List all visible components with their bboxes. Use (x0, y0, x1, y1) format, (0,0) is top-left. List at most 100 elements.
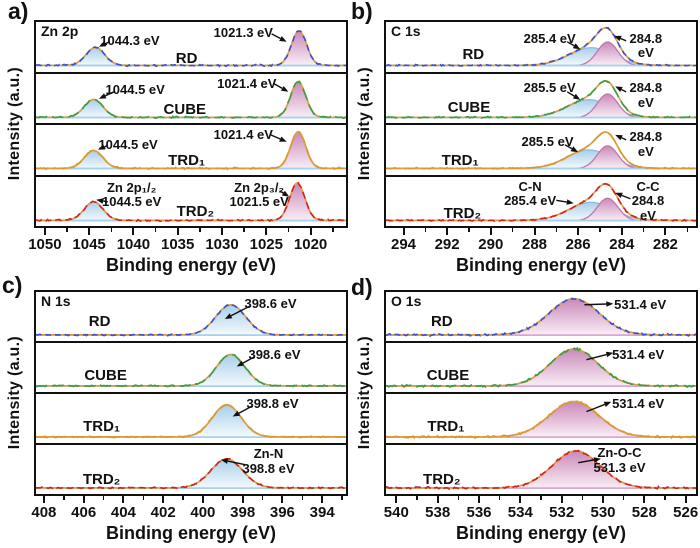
peak-annotation: 285.4 eV (523, 30, 576, 46)
x-tick-minor (142, 496, 145, 500)
annotation-arrow (566, 90, 581, 100)
peak-annotation: C-C 284.8 eV (631, 178, 665, 223)
x-tick-major (446, 228, 449, 235)
sample-label: CUBE (163, 101, 207, 119)
spectrum-row-cube: CUBE 398.6 eV (36, 343, 346, 392)
spectrum-plot (36, 403, 346, 439)
x-tick-major (664, 228, 667, 235)
sample-label: TRD₁ (168, 151, 206, 169)
annotation-arrow (614, 35, 627, 42)
x-tick-label: 404 (110, 504, 136, 521)
spectrum-plot (386, 182, 696, 222)
peak-annotation: 398.6 eV (244, 295, 297, 311)
measured-trace-line (386, 346, 696, 389)
spectrum-plot (36, 457, 346, 490)
x-tick-minor (511, 228, 514, 232)
peak-annotation: 284.8 eV (629, 80, 663, 110)
plot-frame: Zn 2p RD 1044.3 eV 1021.3 eV CUBE 1044.5 eV 10… (34, 20, 348, 228)
y-axis-label-text: Intensity (a.u.) (356, 67, 373, 181)
x-tick-minor (243, 228, 245, 232)
x-tick-label: 526 (673, 504, 699, 521)
annotation-arrow (270, 134, 287, 142)
x-tick-minor (642, 228, 645, 232)
x-tick-major (82, 496, 85, 503)
x-tick-minor (199, 228, 201, 232)
fit-envelope-line (386, 131, 696, 170)
sample-label: TRD₂ (82, 470, 121, 488)
measured-trace-line (36, 457, 346, 490)
x-tick-label: 396 (269, 504, 295, 521)
x-tick-label: 1020 (293, 236, 328, 253)
row-separator (36, 71, 346, 74)
x-tick-label: 294 (390, 236, 417, 253)
annotation-arrow (220, 458, 245, 466)
x-tick-major (321, 496, 324, 503)
spectrum-row-rd: O 1s RD 531.4 eV (386, 292, 696, 341)
x-tick-major (436, 496, 439, 503)
measured-trace-line (36, 130, 346, 171)
spectrum-plot (36, 303, 346, 337)
sample-label: TRD₂ (443, 205, 482, 223)
spectrum-row-rd: C 1s RD 285.4 eV 284.8 eV (386, 22, 696, 72)
annotation-arrow (98, 144, 108, 150)
x-tick-major (533, 228, 536, 235)
x-tick-label: 1035 (161, 236, 195, 253)
sample-label: RD (430, 312, 453, 330)
x-tick-major (620, 228, 623, 235)
measured-trace-line (386, 182, 696, 222)
x-tick-minor (154, 228, 157, 232)
measured-trace-line (386, 449, 696, 491)
spectrum-row-trd2: TRD₂ Zn-N 398.8 eV (36, 445, 346, 494)
x-tick-minor (341, 496, 343, 500)
x-tick-major (643, 496, 646, 503)
spectrum-row-cube: CUBE 1044.5 eV 1021.4 eV (36, 74, 346, 124)
annotation-arrow (564, 144, 579, 153)
annotation-arrow (566, 41, 581, 50)
x-tick-minor (424, 228, 426, 232)
spectrum-plot (386, 346, 696, 389)
x-tick-major (489, 228, 492, 235)
x-tick-minor (555, 228, 557, 232)
peak-annotation: 1021.4 eV (213, 127, 273, 142)
row-separator (36, 341, 346, 343)
measured-trace-line (36, 353, 346, 388)
x-tick-major (43, 228, 46, 235)
peak-annotation: 531.4 eV (612, 395, 665, 411)
row-separator (386, 443, 696, 445)
sample-label: RD (175, 49, 198, 67)
peak-annotation: 1044.5 eV (105, 82, 165, 98)
peak-annotation: 398.6 eV (248, 346, 301, 362)
peak-annotation: 531.4 eV (612, 346, 665, 362)
x-tick-minor (686, 228, 688, 232)
x-tick-major (132, 228, 135, 235)
region-label: C 1s (391, 23, 421, 39)
sample-label: TRD₂ (423, 470, 461, 488)
x-tick-minor (110, 228, 112, 232)
x-tick-major (42, 496, 45, 503)
x-tick-major (176, 228, 179, 235)
panel-b: b) Intensity (a.u.) C 1s RD 285.4 eV 284.8 eV… (350, 0, 700, 275)
sample-label: TRD₂ (176, 203, 215, 221)
component-fill-blue (36, 304, 346, 336)
x-axis-label: Binding energy (eV) (455, 523, 627, 543)
x-tick-major (265, 228, 268, 235)
x-axis-label: Binding energy (eV) (455, 255, 627, 275)
x-tick-label: 290 (478, 236, 504, 253)
spectrum-row-trd1: TRD₁ 531.4 eV (386, 394, 696, 443)
x-tick-label: 406 (71, 504, 97, 521)
x-tick-minor (622, 496, 625, 500)
x-tick-minor (332, 228, 334, 232)
spectrum-plot (36, 29, 346, 68)
spectrum-plot (36, 353, 346, 388)
peak-annotation: 1044.5 eV (98, 136, 158, 152)
peak-annotation: 1021.4 eV (217, 75, 277, 91)
x-tick-minor (222, 496, 224, 500)
plot-frame: C 1s RD 285.4 eV 284.8 eV CUBE 285.5 eV 284.8 … (384, 20, 698, 228)
row-separator (36, 443, 346, 445)
x-tick-major (478, 496, 480, 503)
spectrum-row-rd: N 1s RD 398.6 eV (36, 292, 346, 341)
x-tick-label: 530 (590, 504, 616, 521)
plot-frame: N 1s RD 398.6 eV CUBE 398.6 eV TRD₁ 398.8 eV TR… (34, 290, 348, 496)
peak-annotation: Zn 2p₃/₂ 1021.5 eV (229, 179, 289, 210)
peak-annotation: Zn-N 398.8 eV (242, 446, 295, 476)
